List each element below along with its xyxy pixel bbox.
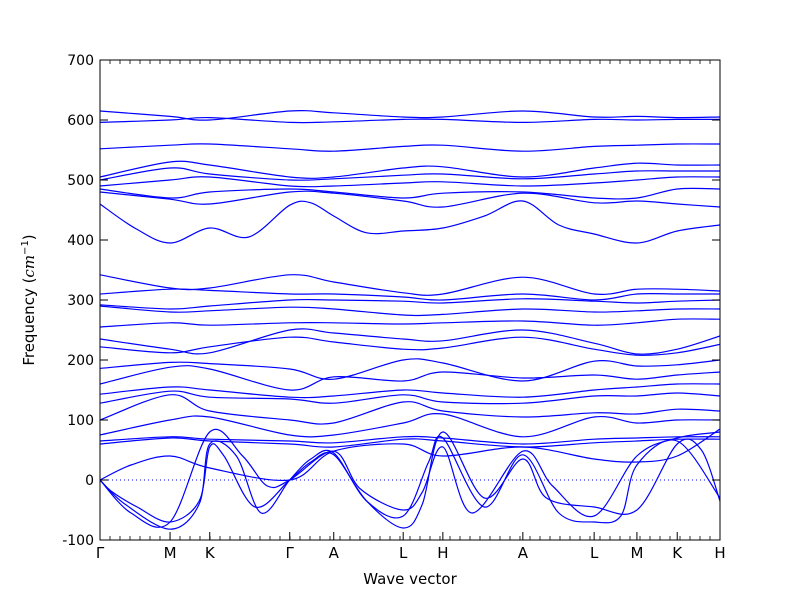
q-point-label: L <box>590 544 599 562</box>
y-axis-label-unit: cm <box>20 255 38 278</box>
y-tick-label: 700 <box>67 53 94 69</box>
branch-line-15 <box>100 328 720 355</box>
y-tick-label: 500 <box>67 173 94 189</box>
q-point-label: M <box>630 544 643 562</box>
branch-line-5 <box>100 167 720 181</box>
branch-line-6 <box>100 176 720 188</box>
q-point-label: H <box>437 544 448 562</box>
y-tick-label: 200 <box>67 353 94 369</box>
q-point-label: K <box>672 544 683 562</box>
y-tick-label: 600 <box>67 113 94 129</box>
q-point-label: M <box>164 544 177 562</box>
branch-line-1 <box>100 110 720 121</box>
branch-line-26 <box>100 435 720 530</box>
y-tick-label: 400 <box>67 233 94 249</box>
q-point-label: K <box>205 544 216 562</box>
branch-line-10 <box>100 274 720 296</box>
branch-line-11 <box>100 288 720 301</box>
y-axis-label-close: ) <box>20 234 38 240</box>
branch-line-8 <box>100 190 720 208</box>
branch-line-16 <box>100 336 720 356</box>
y-axis-label: Frequency (cm−1) <box>20 234 38 365</box>
branch-line-23 <box>100 435 720 445</box>
tick-layer <box>99 59 721 541</box>
branch-line-9 <box>100 200 720 244</box>
y-tick-label: 300 <box>67 293 94 309</box>
q-point-label: A <box>329 544 340 562</box>
branch-line-21 <box>100 394 720 425</box>
branch-line-20 <box>100 390 720 405</box>
branch-line-4 <box>100 160 720 179</box>
q-point-label: Γ <box>286 544 295 562</box>
y-axis-label-exp: −1 <box>20 240 31 255</box>
branch-line-12 <box>100 298 720 310</box>
series-layer <box>100 110 720 530</box>
branch-line-14 <box>100 318 720 328</box>
branch-line-22 <box>100 412 720 438</box>
branch-line-27 <box>100 428 720 528</box>
branch-line-18 <box>100 365 720 391</box>
branch-line-2 <box>100 116 720 124</box>
branch-line-28 <box>100 428 720 482</box>
y-tick-label: -100 <box>62 533 94 549</box>
y-tick-labels: -100 0 100 200 300 400 500 600 700 <box>62 53 94 549</box>
y-axis-label-main: Frequency ( <box>20 278 38 366</box>
branch-line-3 <box>100 143 720 152</box>
q-point-label: Γ <box>96 544 105 562</box>
q-point-label: A <box>518 544 529 562</box>
branch-line-17 <box>100 358 720 382</box>
y-tick-label: 0 <box>85 473 94 489</box>
q-point-label: H <box>714 544 725 562</box>
branch-line-7 <box>100 187 720 200</box>
branch-line-25 <box>100 431 720 529</box>
y-tick-label: 100 <box>67 413 94 429</box>
x-axis-label: Wave vector <box>363 570 457 588</box>
branch-line-19 <box>100 383 720 399</box>
branch-line-13 <box>100 305 720 317</box>
q-point-label: L <box>399 544 408 562</box>
